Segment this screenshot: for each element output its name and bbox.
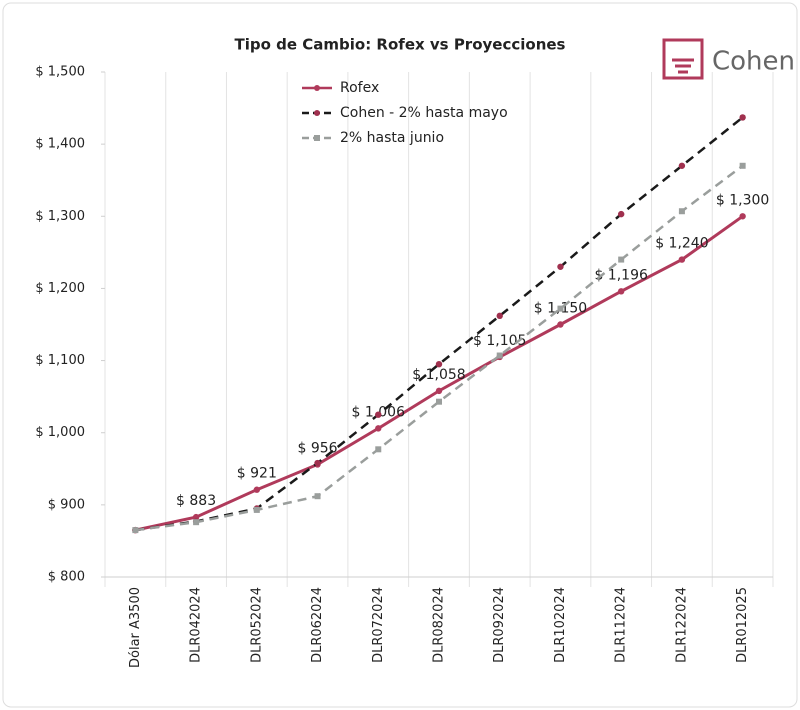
series-line: [135, 116, 744, 532]
marker: [253, 506, 260, 513]
marker: [132, 527, 139, 534]
marker: [496, 312, 503, 320]
x-tick-label: DLR092024: [492, 587, 507, 663]
logo-text: Cohen: [712, 47, 795, 77]
x-tick-label: DLR122024: [674, 587, 689, 663]
data-label: $ 921: [237, 466, 277, 482]
data-label: $ 883: [176, 493, 216, 509]
x-tick-label: DLR052024: [249, 587, 264, 663]
x-tick-label: DLR112024: [614, 587, 629, 663]
x-tick-label: DLR042024: [189, 587, 204, 663]
y-tick-label: $ 1,500: [35, 65, 85, 80]
marker: [678, 162, 686, 169]
marker: [375, 446, 382, 453]
marker: [739, 213, 746, 220]
data-label: $ 1,196: [594, 267, 648, 283]
marker: [557, 321, 564, 328]
data-label: $ 1,300: [716, 192, 769, 208]
x-tick-label: DLR102024: [553, 587, 568, 663]
marker: [436, 398, 442, 405]
data-label: $ 1,240: [655, 236, 708, 252]
marker: [375, 411, 382, 418]
y-tick-label: $ 1,000: [35, 425, 85, 440]
y-tick-label: $ 1,100: [35, 353, 85, 368]
marker: [557, 305, 564, 312]
x-tick-label: DLR082024: [432, 587, 447, 663]
legend-label: Rofex: [340, 80, 379, 96]
marker: [496, 352, 503, 359]
y-tick-label: $ 1,300: [35, 209, 85, 224]
marker: [678, 256, 686, 263]
marker: [739, 162, 746, 169]
marker: [375, 425, 382, 432]
legend-marker: [314, 110, 320, 116]
marker: [435, 387, 443, 395]
legend-label: Cohen - 2% hasta mayo: [340, 105, 508, 121]
legend-label: 2% hasta junio: [340, 130, 444, 146]
marker: [618, 256, 625, 263]
x-tick-label: DLR072024: [371, 587, 386, 663]
y-tick-label: $ 1,400: [35, 137, 85, 152]
legend-marker: [314, 85, 320, 91]
data-label: $ 1,105: [473, 333, 526, 349]
data-label: $ 1,058: [412, 367, 465, 383]
marker: [193, 519, 200, 526]
marker: [435, 360, 443, 368]
x-tick-label: Dólar A3500: [128, 587, 143, 668]
marker: [678, 208, 685, 215]
legend-marker: [314, 135, 320, 141]
marker: [739, 114, 746, 121]
marker: [314, 493, 321, 500]
logo-box: [662, 38, 704, 80]
chart-title: Tipo de Cambio: Rofex vs Proyecciones: [235, 36, 566, 54]
logo: Cohen: [662, 38, 795, 80]
x-tick-label: DLR062024: [310, 587, 325, 663]
marker: [617, 288, 625, 295]
marker: [557, 263, 564, 270]
x-tick-label: DLR012025: [735, 587, 750, 663]
y-tick-label: $ 800: [48, 570, 85, 585]
y-tick-label: $ 1,200: [35, 281, 85, 296]
y-tick-label: $ 900: [48, 497, 85, 512]
marker: [617, 210, 625, 218]
data-label: $ 956: [297, 440, 337, 456]
marker: [253, 486, 261, 493]
marker: [314, 459, 321, 467]
